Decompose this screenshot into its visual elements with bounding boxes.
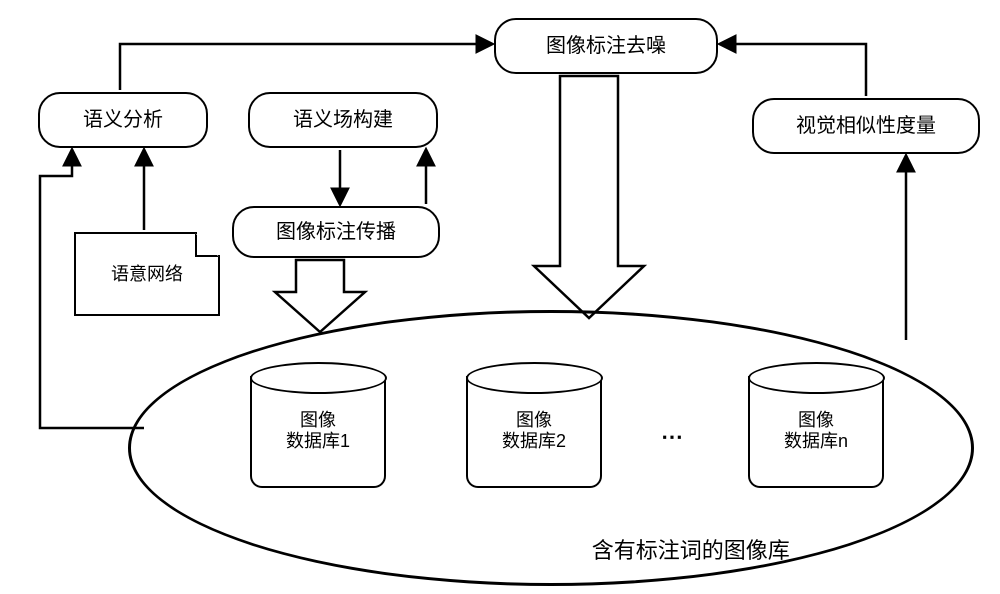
node-annotation-denoise: 图像标注去噪: [494, 18, 718, 74]
database-n-line1: 图像: [798, 410, 834, 431]
database-ellipsis: ⋯: [661, 424, 685, 450]
image-database-container-label: 含有标注词的图像库: [481, 536, 901, 566]
arrow-analysis_to_denoise: [120, 44, 492, 90]
node-semantic-field-build-label: 语义场构建: [293, 109, 393, 132]
node-semantic-analysis: 语义分析: [38, 92, 208, 148]
node-semantic-analysis-label: 语义分析: [83, 109, 163, 132]
database-1-line2: 数据库1: [286, 431, 350, 452]
database-2-line2: 数据库2: [502, 431, 566, 452]
node-visual-similarity-label: 视觉相似性度量: [796, 115, 936, 138]
node-semantic-network-doc: 语意网络: [74, 232, 220, 316]
database-n: 图像 数据库n: [748, 376, 884, 488]
diagram-stage: 含有标注词的图像库 语义分析 语义场构建 图像标注去噪 视觉相似性度量 图像标注…: [0, 0, 1000, 594]
block-arrow-propagation-to-container: [275, 260, 365, 332]
node-semantic-network-doc-label: 语意网络: [111, 264, 183, 285]
database-2-line1: 图像: [516, 410, 552, 431]
node-visual-similarity: 视觉相似性度量: [752, 98, 980, 154]
node-annotation-propagation-label: 图像标注传播: [276, 221, 396, 244]
node-annotation-propagation: 图像标注传播: [232, 206, 440, 258]
node-semantic-field-build: 语义场构建: [248, 92, 438, 148]
database-1-line1: 图像: [300, 410, 336, 431]
database-n-line2: 数据库n: [784, 431, 848, 452]
block-arrow-denoise-to-container: [534, 76, 644, 318]
database-2: 图像 数据库2: [466, 376, 602, 488]
arrow-visual_to_denoise: [720, 44, 866, 96]
node-annotation-denoise-label: 图像标注去噪: [546, 35, 666, 58]
database-1: 图像 数据库1: [250, 376, 386, 488]
